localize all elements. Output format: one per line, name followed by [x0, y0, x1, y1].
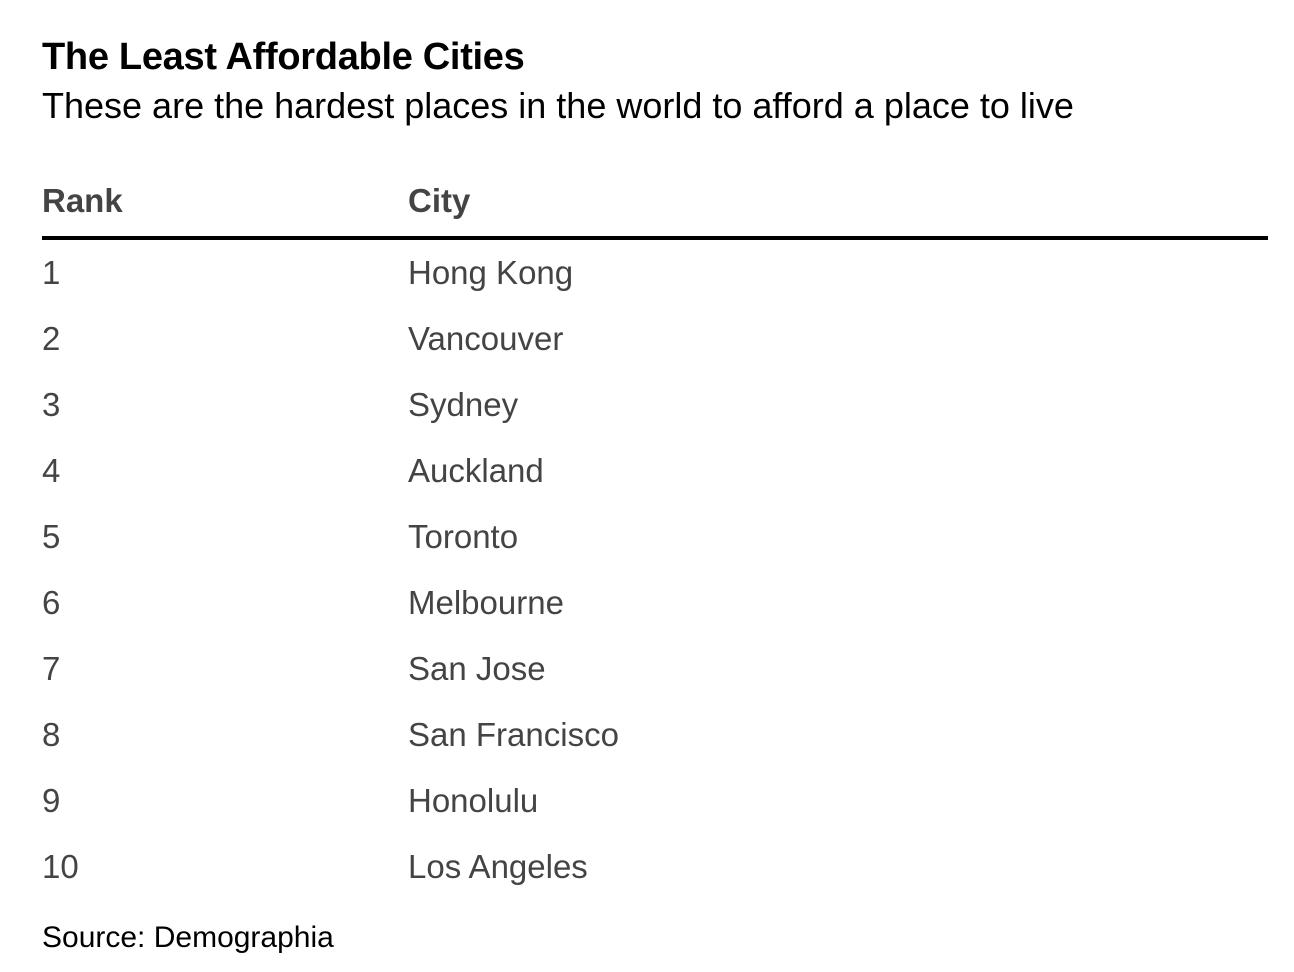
column-header-city: City: [408, 182, 471, 219]
city-cell: Melbourne: [408, 584, 564, 621]
city-cell: Sydney: [408, 386, 519, 423]
table-row: 7 San Jose: [42, 636, 1268, 702]
table-header-row: Rank City: [42, 178, 1268, 240]
rank-cell: 5: [42, 518, 61, 555]
table-row: 1 Hong Kong: [42, 240, 1268, 306]
city-cell: Auckland: [408, 452, 544, 489]
table-row: 3 Sydney: [42, 372, 1268, 438]
table-body: 1 Hong Kong 2 Vancouver 3 Sydney 4 Auckland 5 Tor…: [42, 240, 1268, 900]
city-cell: Hong Kong: [408, 254, 574, 291]
ranking-table: Rank City 1 Hong Kong 2 Vancouver 3 Sydney 4 Au…: [42, 178, 1268, 900]
chart-subtitle: These are the hardest places in the worl…: [42, 85, 1074, 126]
rank-cell: 8: [42, 716, 61, 753]
city-cell: Vancouver: [408, 320, 564, 357]
city-cell: Los Angeles: [408, 848, 588, 885]
rank-cell: 6: [42, 584, 61, 621]
city-cell: Toronto: [408, 518, 519, 555]
table-row: 4 Auckland: [42, 438, 1268, 504]
rank-cell: 10: [42, 848, 79, 885]
city-cell: San Francisco: [408, 716, 619, 753]
rank-cell: 1: [42, 254, 61, 291]
source-note: Source: Demographia: [42, 921, 334, 954]
table-row: 8 San Francisco: [42, 702, 1268, 768]
chart-header: The Least Affordable Cities These are th…: [42, 34, 1268, 128]
table-row: 5 Toronto: [42, 504, 1268, 570]
column-header-rank: Rank: [42, 182, 123, 219]
chart-title: The Least Affordable Cities: [42, 36, 525, 78]
rank-cell: 7: [42, 650, 61, 687]
table-row: 6 Melbourne: [42, 570, 1268, 636]
table-row: 10 Los Angeles: [42, 834, 1268, 900]
rank-cell: 9: [42, 782, 61, 819]
rank-cell: 2: [42, 320, 61, 357]
table-row: 9 Honolulu: [42, 768, 1268, 834]
city-cell: San Jose: [408, 650, 546, 687]
rank-cell: 3: [42, 386, 61, 423]
table-row: 2 Vancouver: [42, 306, 1268, 372]
city-cell: Honolulu: [408, 782, 539, 819]
rank-cell: 4: [42, 452, 61, 489]
